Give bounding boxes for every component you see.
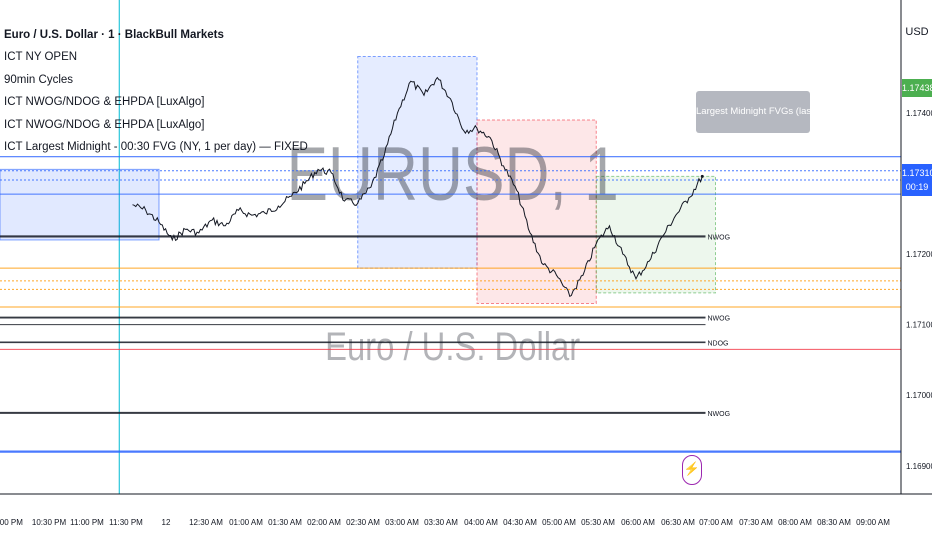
time-tick-7: 01:30 AM (268, 518, 302, 527)
boxes-layer (0, 55, 716, 304)
time-tick-1: 10:30 PM (32, 518, 67, 527)
time-tick-21: 08:30 AM (817, 518, 851, 527)
marker-price: 1.17438 (902, 83, 932, 93)
time-tick-17: 06:30 AM (661, 518, 695, 527)
levels-layer (0, 156, 901, 453)
lightning-icon[interactable]: ⚡ (682, 455, 702, 485)
watermark-symbol: EURUSD, 1 (286, 131, 618, 216)
time-tick-3: 11:30 PM (109, 518, 143, 527)
time-tick-2: 11:00 PM (70, 518, 104, 527)
indicator-legend: Euro / U.S. Dollar · 1 · BlackBull Marke… (4, 24, 308, 158)
current-price: 1.17310 (902, 168, 932, 178)
price-tick-4: 1.17000 (906, 391, 932, 400)
legend-indicator-midnight-fvg[interactable]: ICT Largest Midnight - 00:30 FVG (NY, 1 … (4, 140, 308, 153)
box-zone-3 (0, 168, 160, 241)
box-down-1 (476, 119, 597, 304)
time-tick-19: 07:30 AM (739, 518, 773, 527)
time-tick-18: 07:00 AM (699, 518, 733, 527)
time-tick-11: 03:30 AM (424, 518, 458, 527)
last-price-point (700, 174, 704, 178)
currency-label[interactable]: USD (905, 26, 929, 38)
time-tick-16: 06:00 AM (621, 518, 655, 527)
marker-price-badge: 1.17438 (902, 79, 932, 97)
bar-countdown: 00:19 (905, 182, 929, 192)
time-tick-8: 02:00 AM (307, 518, 341, 527)
fvg-count-label: Largest Midnight FVGs (last 50): 5 (696, 91, 810, 133)
level-label-2: NDOG (708, 340, 729, 347)
time-tick-22: 09:00 AM (856, 518, 890, 527)
level-label-3: NWOG (708, 411, 731, 418)
price-tick-3: 1.17100 (906, 321, 932, 330)
time-tick-0: 0:00 PM (0, 518, 23, 527)
time-axis-bg (0, 494, 932, 550)
watermark: EURUSD, 1 Euro / U.S. Dollar (286, 131, 618, 369)
legend-indicator-nwog-1[interactable]: ICT NWOG/NDOG & EHPDA [LuxAlgo] (4, 96, 205, 109)
legend-indicator-ny-open[interactable]: ICT NY OPEN (4, 51, 78, 64)
level-label-1: NWOG (708, 316, 731, 323)
legend-indicator-90min[interactable]: 90min Cycles (4, 73, 74, 86)
box-green-2 (595, 175, 716, 294)
time-tick-10: 03:00 AM (385, 518, 419, 527)
current-price-badge: 1.17310 00:19 (902, 164, 932, 196)
time-tick-13: 04:30 AM (503, 518, 537, 527)
chart-title[interactable]: Euro / U.S. Dollar · 1 · BlackBull Marke… (4, 29, 224, 41)
price-tick-2: 1.17200 (906, 250, 932, 259)
time-tick-4: 12 (162, 518, 171, 527)
time-tick-15: 05:30 AM (581, 518, 615, 527)
level-label-0: NWOG (708, 234, 731, 241)
watermark-description: Euro / U.S. Dollar (325, 324, 580, 369)
box-up-0 (357, 55, 478, 269)
price-line (132, 76, 703, 298)
time-tick-6: 01:00 AM (229, 518, 263, 527)
level-labels: NWOG NWOG NDOG NWOG (708, 234, 731, 417)
price-tick-0: 1.17400 (906, 109, 932, 118)
time-tick-12: 04:00 AM (464, 518, 498, 527)
time-tick-5: 12:30 AM (189, 518, 223, 527)
legend-indicator-nwog-2[interactable]: ICT NWOG/NDOG & EHPDA [LuxAlgo] (4, 118, 205, 131)
time-tick-20: 08:00 AM (778, 518, 812, 527)
price-series (132, 76, 704, 298)
time-tick-14: 05:00 AM (542, 518, 576, 527)
time-tick-9: 02:30 AM (346, 518, 380, 527)
